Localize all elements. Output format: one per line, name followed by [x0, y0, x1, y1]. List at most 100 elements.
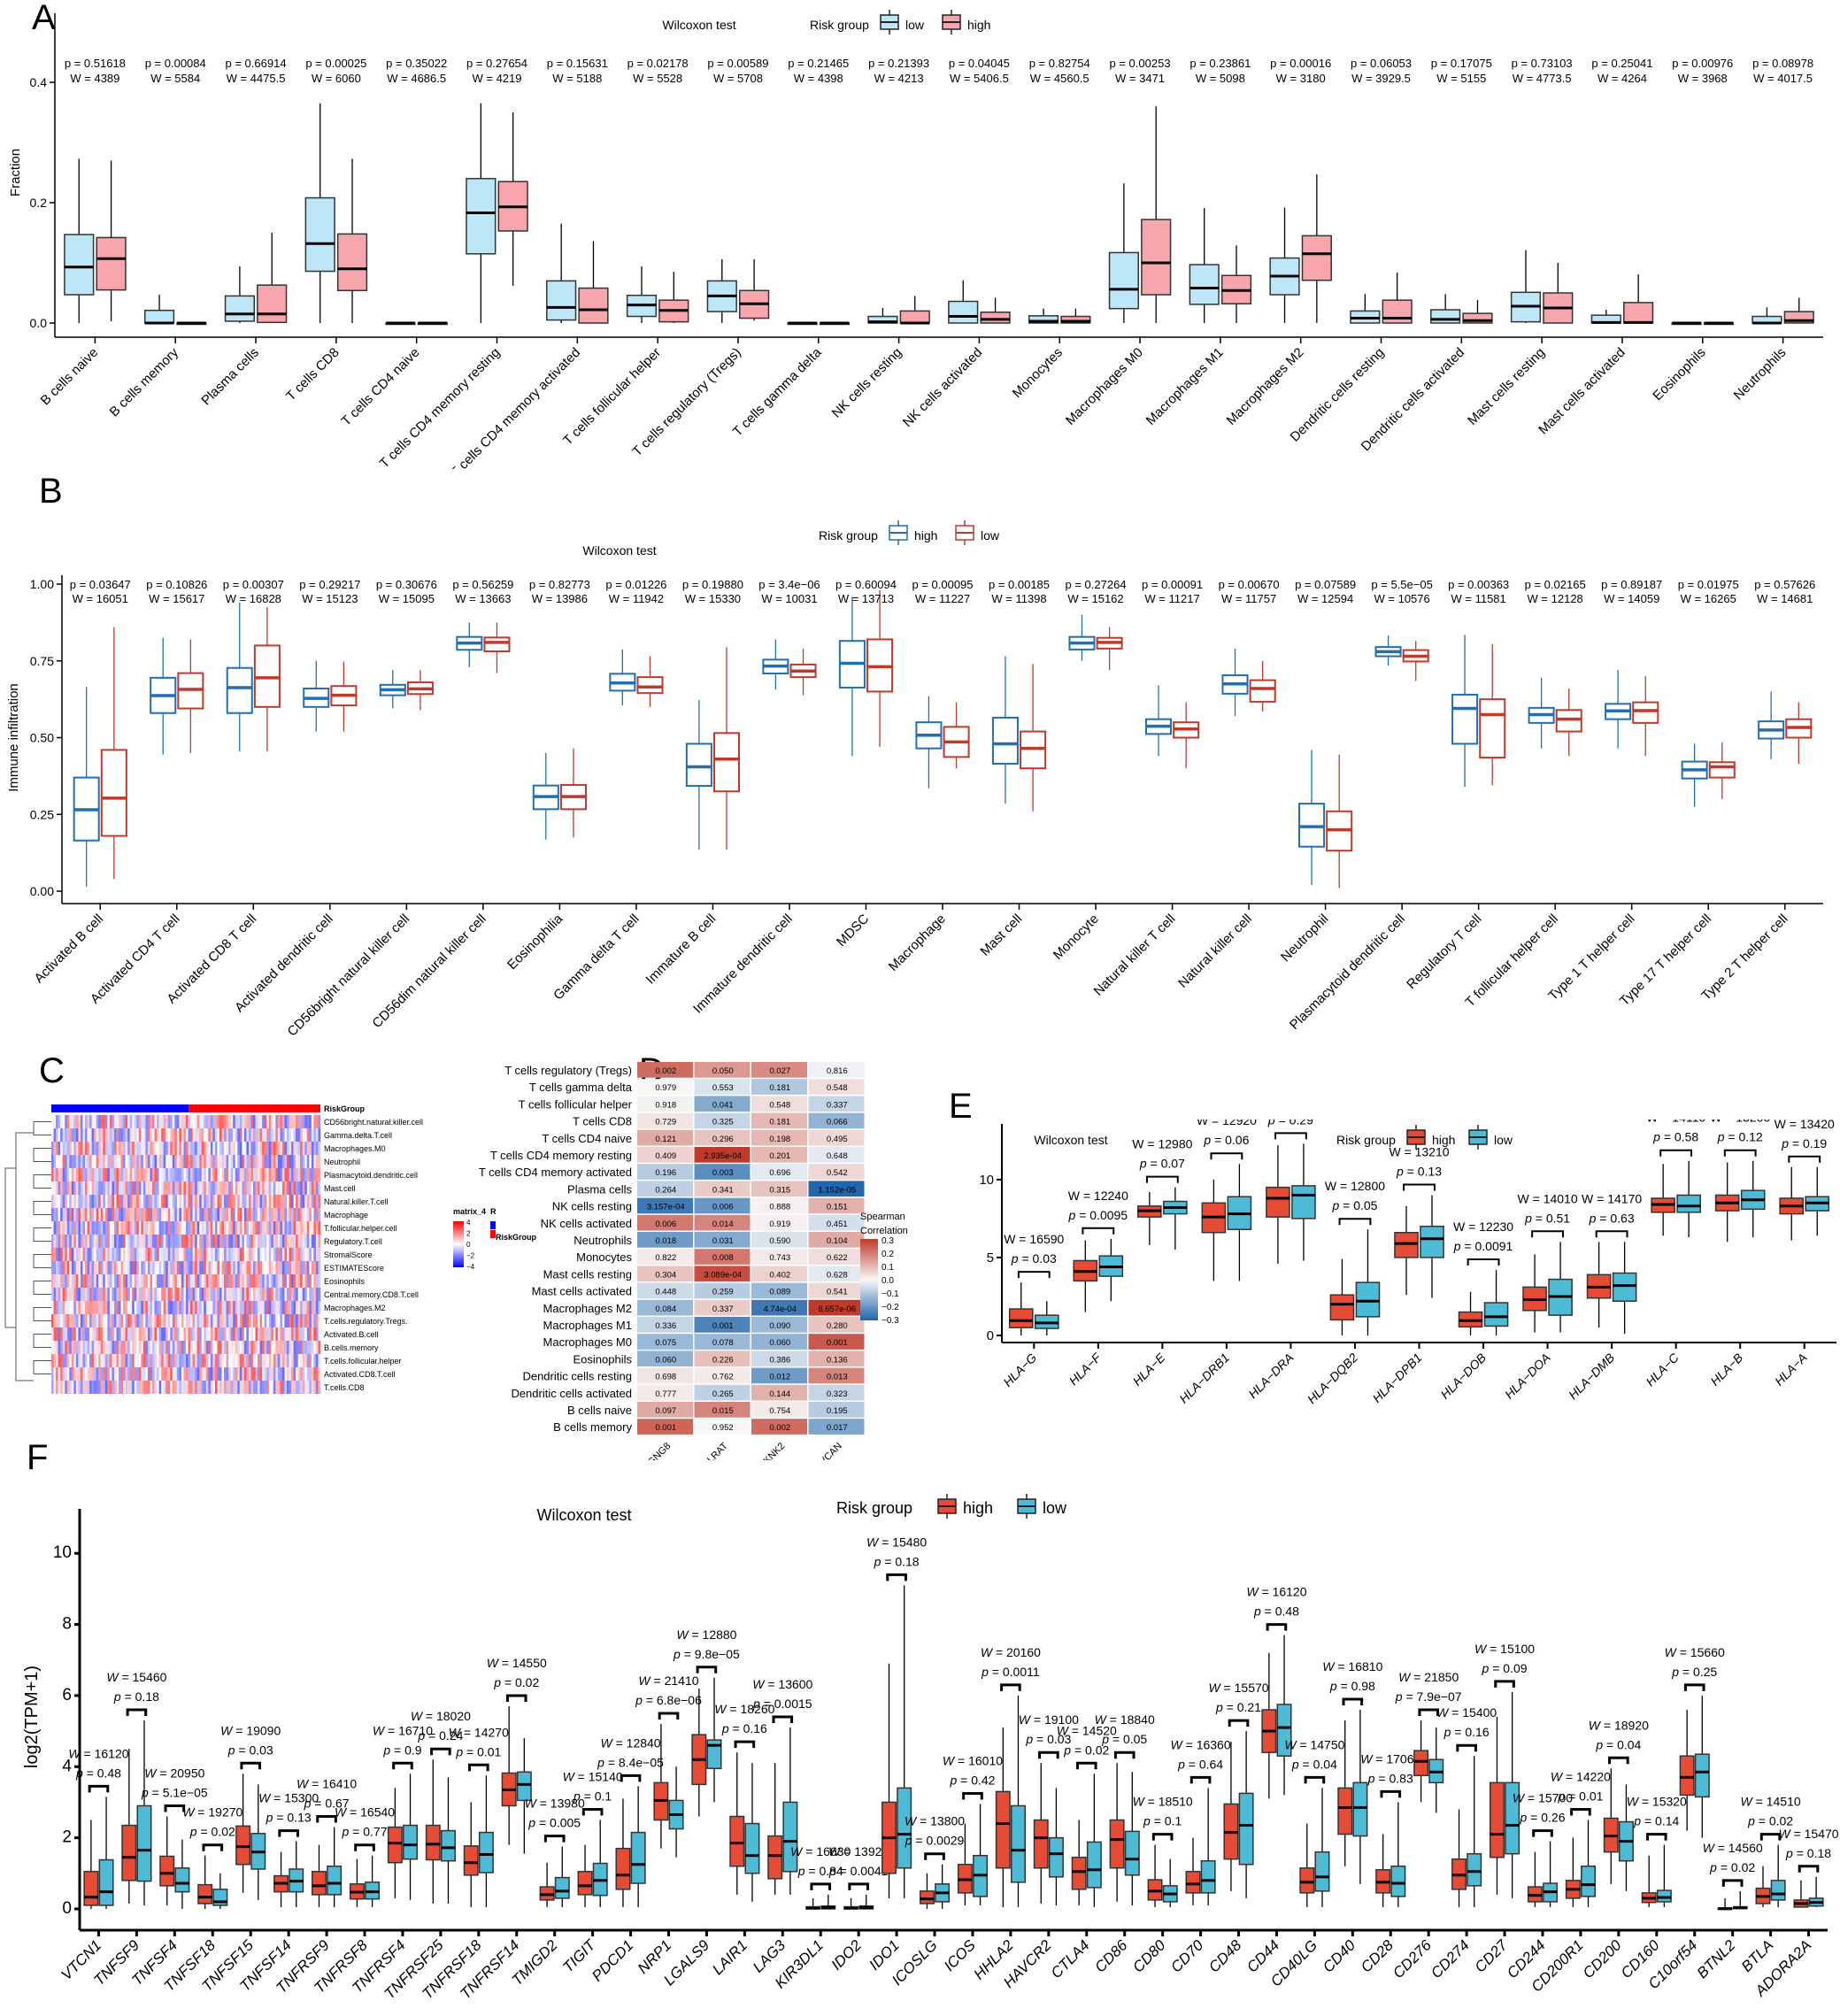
p-value-label: p = 0.03 [1025, 1732, 1071, 1746]
heatmap-cell [127, 1248, 130, 1261]
heatmap-cell [242, 1128, 245, 1142]
heatmap-cell [280, 1341, 283, 1354]
heatmap-cell [237, 1168, 241, 1181]
heatmap-cell [98, 1367, 102, 1381]
heatmap-cell [259, 1221, 263, 1235]
heatmap-cell [82, 1248, 86, 1261]
box-high [1137, 1191, 1162, 1245]
heatmap-cell [293, 1354, 296, 1367]
heatmap-cell [214, 1248, 218, 1261]
heatmap-cell [259, 1367, 263, 1381]
heatmap-cell [107, 1301, 111, 1314]
heatmap-cell [96, 1274, 99, 1288]
heatmap-cell [281, 1181, 285, 1195]
heatmap-cell [123, 1248, 126, 1261]
heatmap-cell [306, 1235, 310, 1248]
w-value-label: W = 14170 [1582, 1191, 1642, 1205]
heatmap-cell [284, 1327, 288, 1341]
heatmap-cell [60, 1195, 63, 1208]
p-value-label: p = 0.0015 [752, 1697, 812, 1711]
cell-fill [808, 1112, 865, 1129]
heatmap-cell [82, 1195, 86, 1208]
w-value-label: W = 5406.5 [950, 72, 1009, 85]
heatmap-cell [306, 1341, 310, 1354]
w-value-label: W = 15570 [1208, 1681, 1268, 1695]
heatmap-cell [89, 1288, 92, 1301]
heatmap-cell [123, 1327, 126, 1341]
heatmap-cell [181, 1341, 184, 1354]
heatmap-cell [147, 1235, 150, 1248]
heatmap-cell [138, 1327, 142, 1341]
heatmap-cell [142, 1327, 146, 1341]
heatmap-cell [196, 1181, 200, 1195]
heatmap-cell [71, 1142, 74, 1155]
heatmap-cell [210, 1301, 213, 1314]
cell-fill [694, 1384, 751, 1401]
color-legend-tick: 0.0 [882, 1276, 894, 1286]
heatmap-cell [313, 1314, 317, 1327]
box [1467, 1852, 1482, 1887]
heatmap-cell [296, 1235, 298, 1248]
cell-fill [637, 1282, 693, 1299]
heatmap-cell [138, 1115, 142, 1128]
heatmap-cell [82, 1168, 86, 1181]
row-label: Regulatory.T.cell [324, 1237, 382, 1246]
heatmap-cell [237, 1221, 241, 1235]
heatmap-cell [120, 1288, 124, 1301]
box-low [1694, 1695, 1710, 1838]
heatmap-cell [154, 1168, 158, 1181]
heatmap-cell [78, 1314, 81, 1327]
heatmap-cell [127, 1261, 130, 1274]
heatmap-cell [176, 1327, 180, 1341]
cell-label: 0.754 [769, 1406, 790, 1416]
heatmap-cell [129, 1301, 133, 1314]
heatmap-cell [192, 1168, 196, 1181]
heatmap-cell [199, 1181, 203, 1195]
box [483, 636, 511, 652]
heatmap-cell [116, 1115, 119, 1128]
heatmap-cell [318, 1181, 321, 1195]
heatmap-cell [120, 1354, 124, 1367]
box-high [1266, 1145, 1290, 1264]
x-tick-label: Monocytes [1010, 345, 1066, 401]
heatmap-cell [214, 1354, 218, 1367]
heatmap-cell [255, 1142, 258, 1155]
heatmap-cell: 0.548 [751, 1096, 807, 1112]
p-value-label: p = 0.16 [1444, 1725, 1490, 1739]
row-label: NK cells resting [552, 1200, 632, 1213]
heatmap-cell [58, 1248, 61, 1261]
heatmap-cell [248, 1155, 251, 1168]
p-value-label: p = 0.35022 [386, 57, 447, 70]
heatmap-cell [224, 1128, 227, 1142]
heatmap-cell: 0.008 [694, 1249, 751, 1265]
heatmap-cell [309, 1274, 312, 1288]
heatmap-cell [199, 1248, 203, 1261]
heatmap-cell [183, 1248, 187, 1261]
heatmap-cell [145, 1208, 149, 1221]
heatmap-cell [152, 1354, 155, 1367]
heatmap-cell [318, 1115, 321, 1128]
color-legend-title: Spearman [860, 1212, 905, 1222]
heatmap-cell [226, 1248, 229, 1261]
heatmap-cell [262, 1367, 265, 1381]
heatmap-cell [107, 1248, 111, 1261]
heatmap-cell [136, 1168, 140, 1181]
significance-bracket [1338, 1218, 1372, 1226]
heatmap-cell [120, 1208, 124, 1221]
heatmap-cell [315, 1115, 319, 1128]
box-low [212, 1873, 228, 1909]
heatmap-cell [56, 1367, 58, 1381]
heatmap-cell [212, 1341, 216, 1354]
heatmap-cell [302, 1381, 305, 1394]
heatmap-cell [98, 1288, 102, 1301]
heatmap-cell [208, 1142, 212, 1155]
heatmap-cell [246, 1181, 250, 1195]
box-low [1751, 307, 1782, 325]
heatmap-cell [62, 1354, 65, 1367]
box-high [1068, 614, 1096, 661]
heatmap-cell [248, 1195, 251, 1208]
w-value-label: W = 14510 [1741, 1795, 1801, 1809]
heatmap-cell [268, 1195, 272, 1208]
heatmap-cell [53, 1354, 57, 1367]
